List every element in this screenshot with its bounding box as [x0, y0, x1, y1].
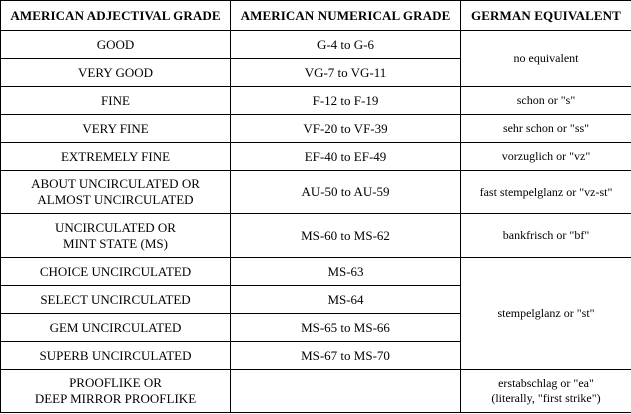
adjectival-grade-line: UNCIRCULATED OR	[55, 219, 176, 235]
adjectival-grade-line: ABOUT UNCIRCULATED OR	[31, 176, 200, 191]
table-row: SUPERB UNCIRCULATED MS-67 to MS-70	[0, 341, 631, 370]
numerical-grade-cell: VF-20 to VF-39	[230, 114, 461, 143]
numerical-grade-cell: MS-67 to MS-70	[230, 341, 461, 370]
german-equivalent-cell: stempelglanz or "st"	[460, 257, 631, 370]
table-row: GOOD G-4 to G-6 no equivalent	[0, 30, 631, 87]
adjectival-grade-cell: FINE	[0, 86, 231, 115]
adjectival-grade-cell: ABOUT UNCIRCULATED OR ALMOST UNCIRCULATE…	[0, 170, 231, 214]
numerical-grade-cell: AU-50 to AU-59	[230, 170, 461, 214]
table-row: CHOICE UNCIRCULATED MS-63 stempelglanz o…	[0, 257, 631, 370]
table-row: VERY FINE VF-20 to VF-39 sehr schon or "…	[0, 114, 631, 143]
header-german-equivalent: GERMAN EQUIVALENT	[460, 0, 631, 31]
numerical-grade-cell: MS-65 to MS-66	[230, 313, 461, 342]
table-row: GEM UNCIRCULATED MS-65 to MS-66	[0, 313, 631, 342]
table-row: UNCIRCULATED OR MINT STATE (MS) MS-60 to…	[0, 213, 631, 258]
adjectival-grade-cell: SELECT UNCIRCULATED	[0, 285, 231, 314]
german-equivalent-line: (literally, "first strike")	[491, 391, 601, 405]
table-row: SELECT UNCIRCULATED MS-64	[0, 285, 631, 314]
adjectival-grade-cell: VERY GOOD	[0, 58, 231, 87]
german-equivalent-cell: erstabschlag or "ea" (literally, "first …	[460, 369, 631, 413]
numerical-grade-cell: VG-7 to VG-11	[230, 58, 461, 87]
table-row: VERY GOOD VG-7 to VG-11	[0, 58, 631, 87]
numerical-grade-cell: F-12 to F-19	[230, 86, 461, 115]
numerical-grade-cell: MS-60 to MS-62	[230, 213, 461, 258]
adjectival-grade-line: DEEP MIRROR PROOFLIKE	[34, 391, 197, 406]
header-row: AMERICAN ADJECTIVAL GRADE AMERICAN NUMER…	[0, 0, 631, 31]
numerical-grade-cell: EF-40 to EF-49	[230, 142, 461, 171]
numerical-grade-cell: MS-64	[230, 285, 461, 314]
numerical-grade-cell	[230, 369, 461, 413]
table-row: PROOFLIKE OR DEEP MIRROR PROOFLIKE ersta…	[0, 369, 631, 413]
adjectival-grade-cell: UNCIRCULATED OR MINT STATE (MS)	[0, 213, 231, 258]
numerical-grade-cell: G-4 to G-6	[230, 30, 461, 59]
adjectival-grade-cell: GOOD	[0, 30, 231, 59]
adjectival-grade-line: ALMOST UNCIRCULATED	[37, 192, 194, 207]
header-numerical-grade: AMERICAN NUMERICAL GRADE	[230, 0, 461, 31]
german-equivalent-cell: bankfrisch or "bf"	[460, 213, 631, 258]
adjectival-grade-cell: PROOFLIKE OR DEEP MIRROR PROOFLIKE	[0, 369, 231, 413]
german-equivalent-cell: sehr schon or "ss"	[460, 114, 631, 143]
table-row: FINE F-12 to F-19 schon or "s"	[0, 86, 631, 115]
german-equivalent-cell: no equivalent	[460, 30, 631, 87]
table-row: ABOUT UNCIRCULATED OR ALMOST UNCIRCULATE…	[0, 170, 631, 214]
header-adjectival-grade: AMERICAN ADJECTIVAL GRADE	[0, 0, 231, 31]
table-row: EXTREMELY FINE EF-40 to EF-49 vorzuglich…	[0, 142, 631, 171]
german-equivalent-cell: vorzuglich or "vz"	[460, 142, 631, 171]
adjectival-grade-line: MINT STATE (MS)	[63, 235, 168, 251]
adjectival-grade-line: PROOFLIKE OR	[69, 375, 162, 390]
adjectival-grade-cell: SUPERB UNCIRCULATED	[0, 341, 231, 370]
numerical-grade-cell: MS-63	[230, 257, 461, 286]
german-equivalent-cell: schon or "s"	[460, 86, 631, 115]
german-equivalent-cell: fast stempelglanz or "vz-st"	[460, 170, 631, 214]
adjectival-grade-cell: CHOICE UNCIRCULATED	[0, 257, 231, 286]
adjectival-grade-cell: VERY FINE	[0, 114, 231, 143]
adjectival-grade-cell: EXTREMELY FINE	[0, 142, 231, 171]
adjectival-grade-cell: GEM UNCIRCULATED	[0, 313, 231, 342]
german-equivalent-line: erstabschlag or "ea"	[498, 376, 594, 390]
